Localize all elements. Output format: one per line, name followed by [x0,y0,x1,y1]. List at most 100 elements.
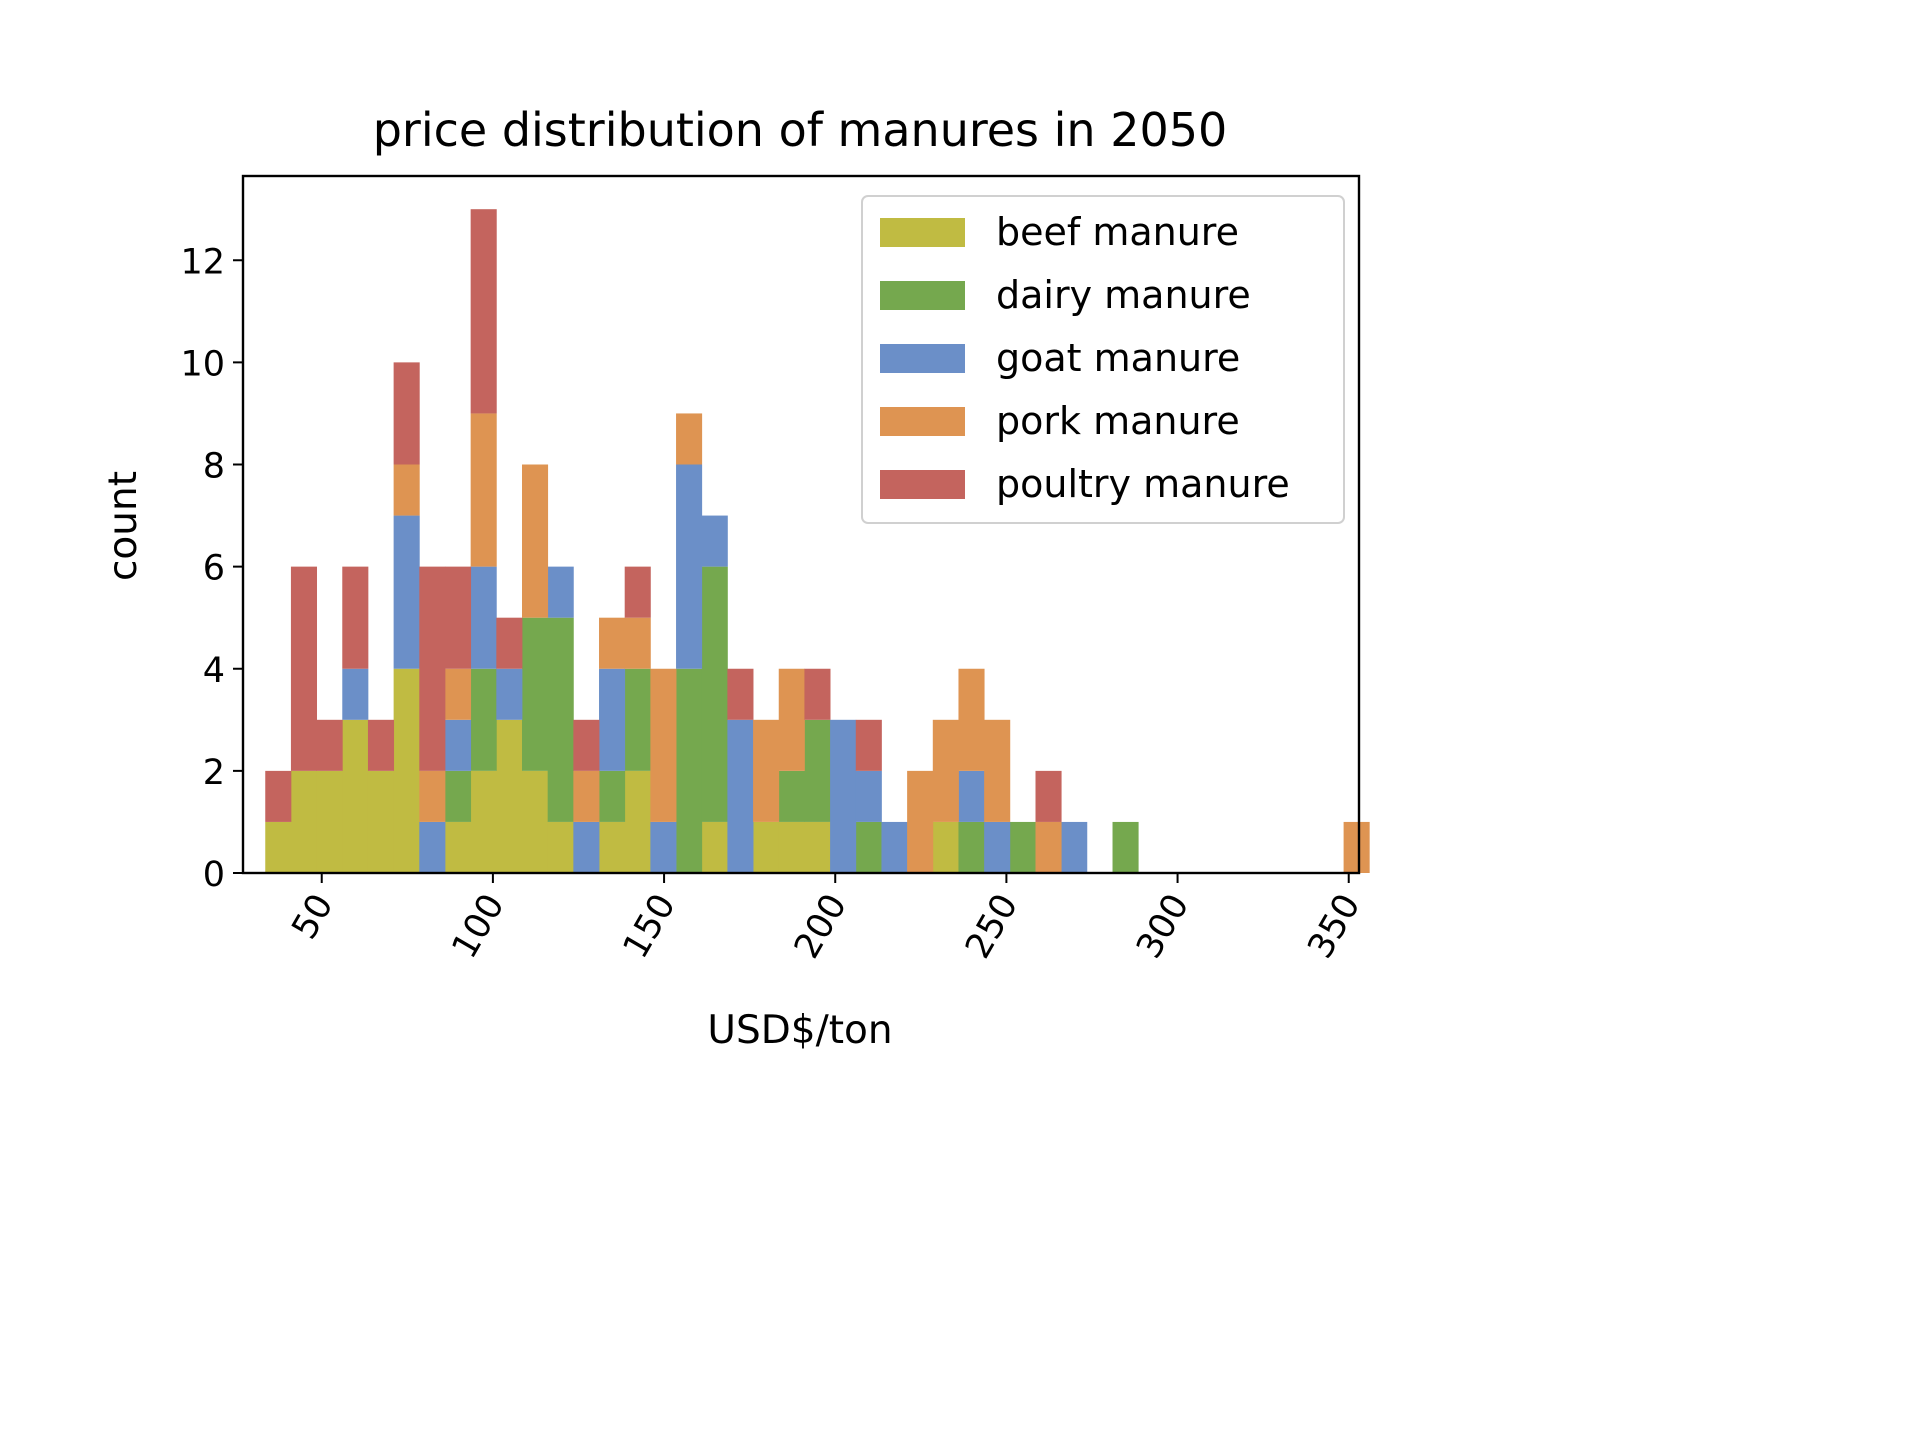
bar-goat-manure-bin-9 [496,668,523,720]
bar-dairy-manure-bin-11 [547,617,574,822]
bar-dairy-manure-bin-33 [1112,821,1139,873]
bar-beef-manure-bin-19 [753,821,780,873]
bar-pork-manure-bin-25 [907,770,934,873]
bar-pork-manure-bin-15 [650,668,677,822]
y-tick-label-2: 2 [203,753,225,793]
bar-dairy-manure-bin-27 [958,821,985,873]
bar-beef-manure-bin-11 [547,821,574,873]
bar-beef-manure-bin-14 [624,770,651,873]
bar-pork-manure-bin-42 [1343,821,1370,873]
legend-label-dairy-manure: dairy manure [996,273,1251,317]
x-tick-label-200: 200 [787,888,855,966]
bar-beef-manure-bin-7 [444,821,472,873]
bar-poultry-manure-bin-21 [804,668,831,720]
bar-poultry-manure-bin-3 [342,566,369,669]
x-tick-label-50: 50 [285,888,342,947]
x-tick-label-300: 300 [1129,888,1197,966]
bar-goat-manure-bin-5 [393,515,420,669]
bar-poultry-manure-bin-12 [573,719,600,771]
y-tick-label-10: 10 [180,344,225,384]
bar-goat-manure-bin-7 [444,719,472,771]
bar-dairy-manure-bin-14 [624,668,651,771]
bar-dairy-manure-bin-23 [855,821,882,873]
legend-swatch-beef-manure [880,218,965,247]
bar-beef-manure-bin-8 [470,770,497,873]
bar-poultry-manure-bin-7 [444,566,472,669]
chart-title: price distribution of manures in 2050 [373,103,1228,157]
bar-goat-manure-bin-13 [599,668,626,771]
bar-goat-manure-bin-23 [855,770,882,822]
bar-beef-manure-bin-20 [778,821,805,873]
legend-label-pork-manure: pork manure [996,399,1240,443]
bar-poultry-manure-bin-14 [624,566,651,618]
bar-beef-manure-bin-21 [804,821,831,873]
bar-goat-manure-bin-17 [701,515,728,567]
bar-poultry-manure-bin-23 [855,719,882,771]
legend-swatch-pork-manure [880,407,965,436]
legend-label-goat-manure: goat manure [996,336,1240,380]
bar-pork-manure-bin-14 [624,617,651,669]
y-tick-label-0: 0 [203,855,225,895]
bar-poultry-manure-bin-5 [393,362,420,465]
bar-poultry-manure-bin-9 [496,617,523,669]
bar-goat-manure-bin-8 [470,566,497,669]
bar-poultry-manure-bin-2 [316,719,343,771]
bar-dairy-manure-bin-21 [804,719,831,822]
bar-pork-manure-bin-19 [753,719,780,822]
bar-goat-manure-bin-18 [727,719,754,873]
bar-poultry-manure-bin-4 [367,719,395,771]
bar-beef-manure-bin-3 [342,719,369,873]
bar-dairy-manure-bin-16 [676,668,703,873]
bar-dairy-manure-bin-20 [778,770,805,822]
bar-poultry-manure-bin-6 [419,566,446,771]
legend-swatch-dairy-manure [880,281,965,310]
legend-box [861,195,1345,524]
bar-pork-manure-bin-5 [393,464,420,516]
bar-beef-manure-bin-26 [932,821,959,873]
x-axis: 50 100 150 200 250 300 350 [285,873,1369,965]
bar-goat-manure-bin-6 [419,821,446,873]
bar-beef-manure-bin-13 [599,821,626,873]
bar-pork-manure-bin-30 [1035,821,1062,873]
legend-label-beef-manure: beef manure [996,210,1239,254]
y-tick-label-12: 12 [180,242,225,282]
bar-beef-manure-bin-0 [265,821,292,873]
bar-beef-manure-bin-2 [316,770,343,873]
bar-goat-manure-bin-28 [984,821,1011,873]
bar-goat-manure-bin-3 [342,668,369,720]
bar-goat-manure-bin-31 [1061,821,1088,873]
bar-poultry-manure-bin-18 [727,668,754,720]
bar-pork-manure-bin-27 [958,668,985,771]
legend-label-poultry-manure: poultry manure [996,462,1290,506]
bar-pork-manure-bin-16 [676,413,703,465]
bar-pork-manure-bin-28 [984,719,1011,822]
bar-beef-manure-bin-10 [522,770,549,873]
bar-beef-manure-bin-17 [701,821,728,873]
bar-pork-manure-bin-10 [522,464,549,618]
bar-pork-manure-bin-7 [444,668,472,720]
bar-dairy-manure-bin-7 [444,770,472,822]
bar-pork-manure-bin-13 [599,617,626,669]
y-tick-label-8: 8 [203,447,225,487]
bar-beef-manure-bin-9 [496,719,523,873]
bar-dairy-manure-bin-8 [470,668,497,771]
y-tick-label-4: 4 [203,651,225,691]
x-tick-label-100: 100 [445,888,513,966]
bar-dairy-manure-bin-29 [1009,821,1036,873]
bar-pork-manure-bin-20 [778,668,805,771]
bar-poultry-manure-bin-1 [290,566,318,771]
bar-dairy-manure-bin-13 [599,770,626,822]
bar-goat-manure-bin-11 [547,566,574,618]
bar-pork-manure-bin-6 [419,770,446,822]
bars-layer [265,209,1370,873]
bar-goat-manure-bin-15 [650,821,677,873]
bar-goat-manure-bin-22 [830,719,857,873]
bar-pork-manure-bin-8 [470,413,497,567]
bar-goat-manure-bin-24 [881,821,908,873]
x-tick-label-250: 250 [958,888,1026,966]
bar-goat-manure-bin-16 [676,464,703,669]
y-axis: 0 2 4 6 8 10 12 [180,242,243,895]
bar-pork-manure-bin-26 [932,719,959,822]
bar-beef-manure-bin-4 [367,770,395,873]
